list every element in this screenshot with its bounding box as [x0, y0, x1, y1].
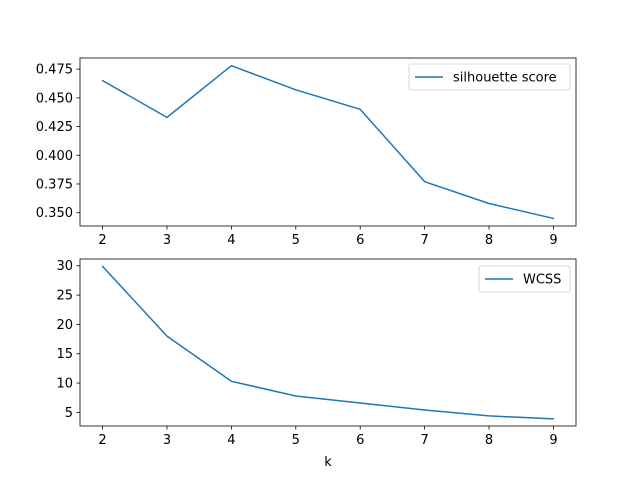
legend-label: silhouette score [453, 71, 557, 86]
x-tick-label: 9 [549, 233, 557, 248]
y-tick-label: 0.400 [36, 149, 73, 164]
x-tick-label: 3 [163, 433, 171, 448]
x-tick-label: 6 [356, 233, 364, 248]
x-tick-label: 4 [227, 433, 235, 448]
y-tick-label: 0.450 [36, 91, 73, 106]
legend-box [408, 63, 571, 91]
y-tick-label: 0.375 [36, 177, 73, 192]
legend: WCSS [478, 265, 571, 293]
y-tick-label: 0.475 [36, 63, 73, 78]
x-tick-label: 3 [163, 233, 171, 248]
x-tick-label: 2 [98, 433, 106, 448]
legend: silhouette score [408, 63, 571, 91]
x-tick-label: 5 [292, 433, 300, 448]
y-tick-label: 15 [56, 347, 73, 362]
subplot-2: 2 3 4 5 6 7 8 9 5 10 15 20 25 30 k WCSS [56, 258, 577, 470]
x-axis-label: k [324, 455, 332, 470]
x-tick-label: 8 [485, 433, 493, 448]
axes-frame [79, 57, 577, 227]
x-tick-label: 5 [292, 233, 300, 248]
y-tick-label: 0.425 [36, 120, 73, 135]
y-tick-label: 10 [56, 377, 73, 392]
x-tick-label: 4 [227, 233, 235, 248]
y-tick-label: 20 [56, 318, 73, 333]
axes-frame [79, 258, 577, 427]
legend-box [478, 265, 571, 293]
x-tick-label: 2 [98, 233, 106, 248]
x-tick-label: 8 [485, 233, 493, 248]
y-tick-label: 25 [56, 289, 73, 304]
y-tick-label: 0.350 [36, 206, 73, 221]
series-line-1 [101, 64, 555, 220]
subplot-1: 2 3 4 5 6 7 8 9 0.350 0.375 0.400 0.425 0.450 0.475 si… [36, 57, 577, 248]
series-line-1 [101, 265, 555, 420]
x-tick-label: 6 [356, 433, 364, 448]
x-tick-label: 9 [549, 433, 557, 448]
legend-label: WCSS [523, 273, 561, 288]
x-tick-label: 7 [420, 433, 428, 448]
x-tick-label: 7 [420, 233, 428, 248]
y-tick-label: 5 [65, 406, 73, 421]
y-tick-label: 30 [56, 259, 73, 274]
